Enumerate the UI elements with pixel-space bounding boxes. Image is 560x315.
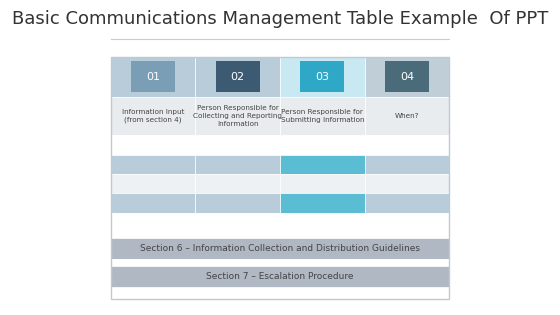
Bar bbox=[280, 213, 365, 232]
Text: 04: 04 bbox=[400, 72, 414, 82]
Bar bbox=[195, 155, 280, 174]
Bar bbox=[365, 155, 449, 174]
Bar bbox=[111, 213, 195, 232]
Bar bbox=[195, 97, 280, 135]
Bar bbox=[111, 135, 195, 155]
Bar bbox=[111, 97, 195, 135]
Bar bbox=[195, 213, 280, 232]
Bar bbox=[131, 61, 175, 92]
Bar bbox=[365, 213, 449, 232]
Bar bbox=[111, 232, 449, 238]
Text: Basic Communications Management Table Example  Of PPT: Basic Communications Management Table Ex… bbox=[12, 10, 548, 28]
Bar bbox=[365, 135, 449, 155]
Text: Information Input
(from section 4): Information Input (from section 4) bbox=[122, 109, 184, 123]
Text: Section 7 – Escalation Procedure: Section 7 – Escalation Procedure bbox=[206, 272, 354, 281]
Bar bbox=[111, 57, 195, 97]
Bar bbox=[385, 61, 429, 92]
Bar bbox=[280, 57, 365, 97]
Bar bbox=[280, 174, 365, 193]
Bar bbox=[216, 61, 260, 92]
Text: 01: 01 bbox=[146, 72, 160, 82]
Bar bbox=[365, 97, 449, 135]
Bar bbox=[195, 135, 280, 155]
Bar bbox=[195, 57, 280, 97]
Bar bbox=[280, 155, 365, 174]
Bar bbox=[280, 135, 365, 155]
Bar bbox=[111, 174, 195, 193]
Bar bbox=[280, 193, 365, 213]
Bar bbox=[111, 57, 449, 299]
Text: Person Responsible for
Submitting Information: Person Responsible for Submitting Inform… bbox=[281, 109, 364, 123]
Text: 02: 02 bbox=[231, 72, 245, 82]
Text: When?: When? bbox=[395, 113, 419, 119]
Bar bbox=[365, 57, 449, 97]
Bar bbox=[365, 193, 449, 213]
Text: Person Responsible for
Collecting and Reporting
Information: Person Responsible for Collecting and Re… bbox=[193, 105, 282, 127]
Text: 03: 03 bbox=[315, 72, 329, 82]
Bar bbox=[111, 266, 449, 287]
Bar bbox=[111, 193, 195, 213]
Bar bbox=[280, 97, 365, 135]
Bar bbox=[111, 238, 449, 259]
Bar bbox=[111, 155, 195, 174]
Bar bbox=[300, 61, 344, 92]
Text: Section 6 – Information Collection and Distribution Guidelines: Section 6 – Information Collection and D… bbox=[140, 244, 420, 253]
Bar bbox=[111, 259, 449, 266]
Bar bbox=[195, 174, 280, 193]
Bar bbox=[365, 174, 449, 193]
Bar bbox=[195, 193, 280, 213]
